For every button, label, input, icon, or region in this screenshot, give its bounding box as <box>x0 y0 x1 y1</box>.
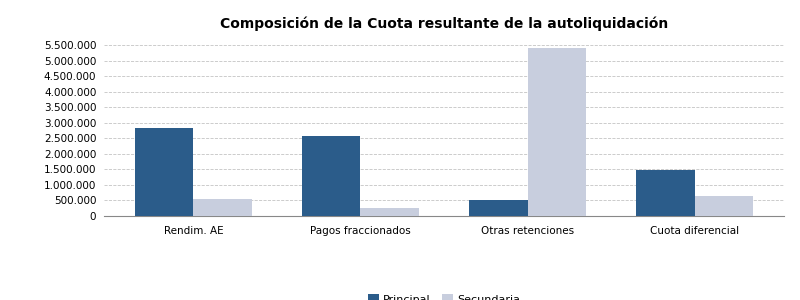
Bar <box>361 208 419 216</box>
Bar <box>694 196 753 216</box>
Bar <box>302 136 361 216</box>
Bar <box>194 199 252 216</box>
Bar <box>135 128 194 216</box>
Bar <box>527 48 586 216</box>
Bar <box>636 170 694 216</box>
Legend: Principal, Secundaria: Principal, Secundaria <box>363 290 525 300</box>
Bar <box>469 200 527 216</box>
Title: Composición de la Cuota resultante de la autoliquidación: Composición de la Cuota resultante de la… <box>220 16 668 31</box>
